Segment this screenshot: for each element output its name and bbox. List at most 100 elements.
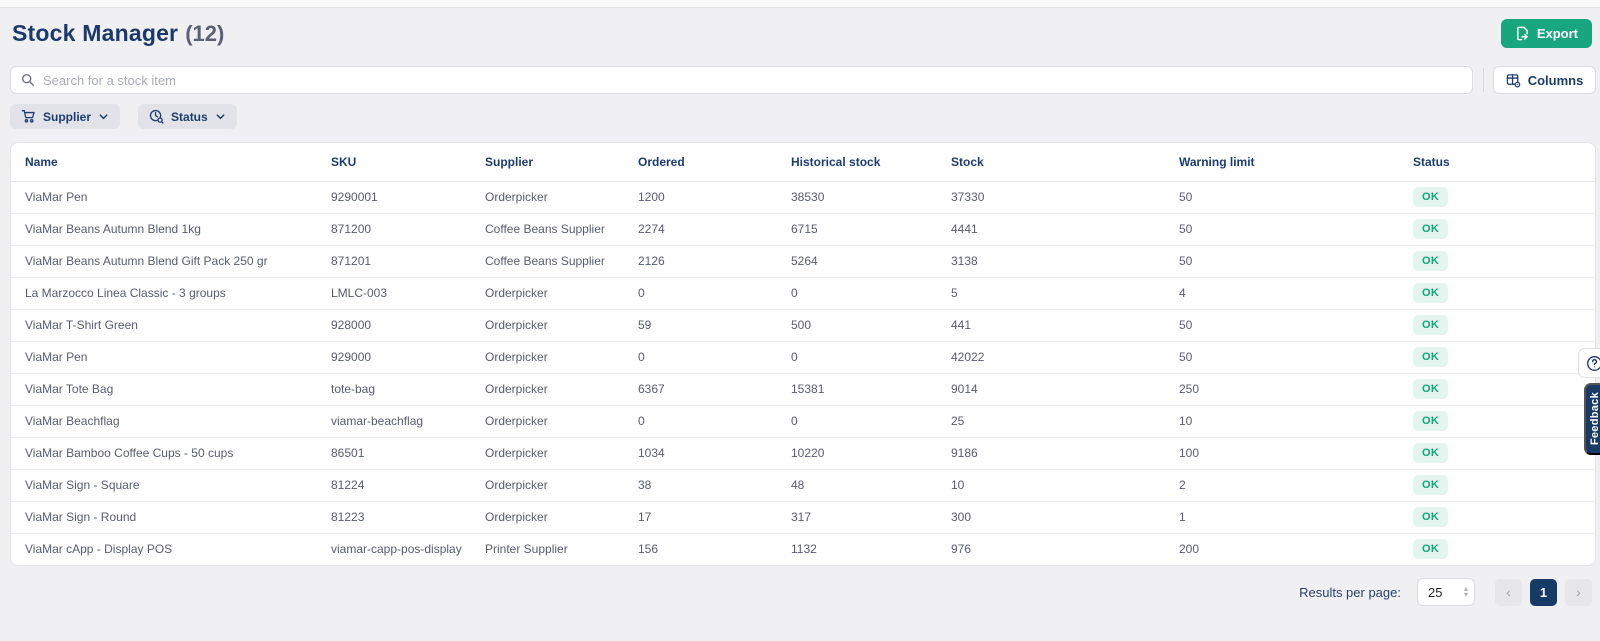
cell-ordered: 17 (638, 501, 791, 534)
cell-supplier: Orderpicker (485, 501, 638, 534)
table-row[interactable]: ViaMar Beachflag viamar-beachflag Orderp… (11, 405, 1595, 438)
prev-page-button[interactable]: ‹ (1495, 578, 1522, 606)
table-row[interactable]: La Marzocco Linea Classic - 3 groups LML… (11, 277, 1595, 310)
column-header-warning-limit[interactable]: Warning limit (1179, 143, 1413, 182)
status-filter[interactable]: Status (138, 104, 237, 129)
chevron-down-icon (215, 111, 226, 122)
cell-sku: 9290001 (331, 181, 485, 214)
cell-historical-stock: 10220 (791, 437, 951, 470)
cell-supplier: Orderpicker (485, 373, 638, 406)
export-button[interactable]: Export (1500, 19, 1592, 48)
results-per-page-select[interactable]: ▴▾ (1417, 578, 1475, 606)
current-page-button[interactable]: 1 (1530, 578, 1557, 606)
column-header-supplier[interactable]: Supplier (485, 143, 638, 182)
next-page-button[interactable]: › (1565, 578, 1592, 606)
cell-name: ViaMar Tote Bag (11, 373, 331, 406)
cell-status: OK (1413, 277, 1595, 310)
cell-supplier: Orderpicker (485, 309, 638, 342)
status-badge: OK (1413, 187, 1449, 207)
cell-warning-limit: 100 (1179, 437, 1413, 470)
cell-sku: 871200 (331, 213, 485, 246)
column-header-name[interactable]: Name (11, 143, 331, 182)
cell-sku: LMLC-003 (331, 277, 485, 310)
export-button-label: Export (1536, 26, 1578, 41)
top-strip (0, 0, 1600, 8)
column-header-stock[interactable]: Stock (951, 143, 1179, 182)
cell-sku: 86501 (331, 437, 485, 470)
cell-status: OK (1413, 341, 1595, 374)
cell-sku: viamar-beachflag (331, 405, 485, 438)
cell-supplier: Coffee Beans Supplier (485, 213, 638, 246)
cell-status: OK (1413, 437, 1595, 470)
cell-stock: 4441 (951, 213, 1179, 246)
results-per-page-input[interactable] (1428, 584, 1452, 600)
item-count: (12) (185, 21, 225, 46)
cell-status: OK (1413, 181, 1595, 214)
table-row[interactable]: ViaMar T-Shirt Green 928000 Orderpicker … (11, 309, 1595, 342)
export-file-icon (1515, 26, 1530, 41)
cell-name: ViaMar cApp - Display POS (25, 542, 173, 557)
table-row[interactable]: ViaMar Beans Autumn Blend 1kg 871200 Cof… (11, 213, 1595, 246)
cell-name: ViaMar Pen (11, 181, 331, 214)
cell-sku: 871201 (331, 245, 485, 278)
status-badge: OK (1413, 443, 1449, 463)
column-header-sku[interactable]: SKU (331, 143, 485, 182)
table-row[interactable]: ViaMar Pen 9290001 Orderpicker 1200 3853… (11, 181, 1595, 214)
cell-supplier: Printer Supplier (485, 542, 568, 557)
stock-table: Name SKU Supplier Ordered Historical sto… (10, 142, 1596, 566)
cell-historical-stock: 6715 (791, 213, 951, 246)
table-row[interactable]: ViaMar Sign - Round 81223 Orderpicker 17… (11, 501, 1595, 534)
cell-warning-limit: 2 (1179, 469, 1413, 502)
pagination-bar: Results per page: ▴▾ ‹ 1 › (1299, 578, 1592, 606)
cell-supplier: Orderpicker (485, 469, 638, 502)
cell-sku: 928000 (331, 309, 485, 342)
cell-stock: 300 (951, 501, 1179, 534)
cell-supplier: Coffee Beans Supplier (485, 245, 638, 278)
search-input[interactable] (43, 72, 1462, 88)
cell-stock: 37330 (951, 181, 1179, 214)
search-bar[interactable] (10, 66, 1473, 94)
cell-warning-limit: 250 (1179, 373, 1413, 406)
status-badge: OK (1413, 475, 1449, 495)
cell-status: OK (1413, 533, 1595, 565)
supplier-filter[interactable]: Supplier (10, 104, 121, 129)
cell-historical-stock: 0 (791, 277, 951, 310)
cell-ordered: 0 (638, 405, 791, 438)
cell-warning-limit: 1 (1179, 501, 1413, 534)
feedback-tab[interactable]: Feedback (1584, 383, 1600, 455)
cell-warning-limit: 50 (1179, 245, 1413, 278)
cell-supplier: Orderpicker (485, 341, 638, 374)
table-row[interactable]: ViaMar Pen 929000 Orderpicker 0 0 42022 … (11, 341, 1595, 374)
cell-warning-limit: 50 (1179, 341, 1413, 374)
cell-name: ViaMar Sign - Round (11, 501, 331, 534)
table-body: ViaMar Pen 9290001 Orderpicker 1200 3853… (11, 181, 1595, 565)
help-button[interactable] (1578, 348, 1600, 378)
cell-supplier: Orderpicker (485, 405, 638, 438)
table-header-row: Name SKU Supplier Ordered Historical sto… (11, 143, 1595, 182)
cell-ordered: 1200 (638, 181, 791, 214)
table-row[interactable]: ViaMar Tote Bag tote-bag Orderpicker 636… (11, 373, 1595, 406)
table-row[interactable]: ViaMar cApp - Display POS viamar-capp-po… (11, 533, 1595, 565)
table-row[interactable]: ViaMar Sign - Square 81224 Orderpicker 3… (11, 469, 1595, 502)
column-header-ordered[interactable]: Ordered (638, 143, 791, 182)
cell-ordered: 156 (638, 542, 659, 557)
cell-ordered: 38 (638, 469, 791, 502)
cell-status: OK (1413, 213, 1595, 246)
column-header-historical-stock[interactable]: Historical stock (791, 143, 951, 182)
cell-stock: 976 (951, 542, 972, 557)
columns-button[interactable]: Columns (1493, 66, 1596, 94)
cell-name: La Marzocco Linea Classic - 3 groups (11, 277, 331, 310)
columns-table-icon (1506, 73, 1521, 88)
table-row[interactable]: ViaMar Bamboo Coffee Cups - 50 cups 8650… (11, 437, 1595, 470)
filter-bar: Supplier Status (10, 104, 237, 129)
cell-stock: 441 (951, 309, 1179, 342)
cell-name: ViaMar Beans Autumn Blend Gift Pack 250 … (11, 245, 331, 278)
cell-status: OK (1413, 245, 1595, 278)
column-header-status[interactable]: Status (1413, 143, 1595, 182)
page-header: Stock Manager (12) (12, 20, 224, 47)
stepper-icon[interactable]: ▴ ▾ (1463, 584, 1468, 599)
clock-search-icon (149, 109, 164, 124)
cell-historical-stock: 48 (791, 469, 951, 502)
table-row[interactable]: ViaMar Beans Autumn Blend Gift Pack 250 … (11, 245, 1595, 278)
cell-warning-limit: 50 (1179, 181, 1413, 214)
